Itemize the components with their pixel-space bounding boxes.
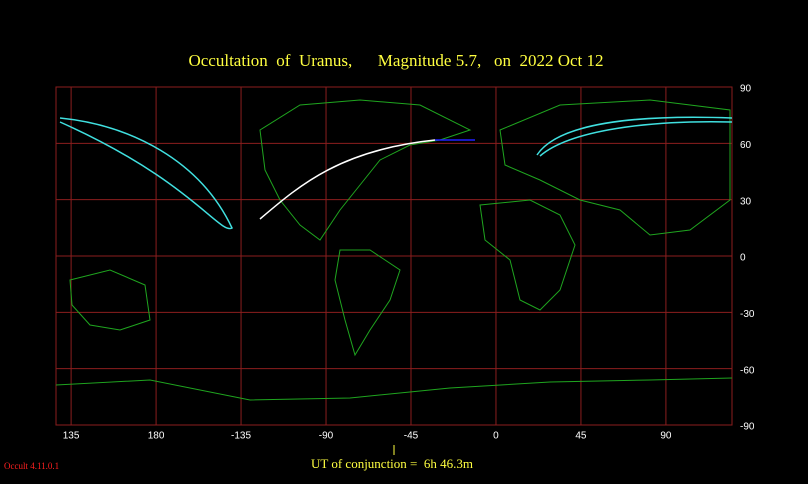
coastlines: [55, 99, 733, 401]
x-tick-label: -45: [404, 431, 419, 442]
x-tick-label: 90: [660, 431, 672, 442]
x-tick-label: 180: [148, 431, 165, 442]
occultation-paths: [59, 116, 733, 230]
y-tick-label: -60: [740, 365, 755, 376]
map-title: Occultation of Uranus, Magnitude 5.7, on…: [188, 51, 603, 70]
x-tick-label: -135: [231, 431, 251, 442]
y-tick-label: 60: [740, 140, 752, 151]
conjunction-time: UT of conjunction = 6h 46.3m: [311, 456, 473, 471]
version: Occult 4.11.0.1: [4, 461, 59, 471]
y-tick-label: 30: [740, 196, 752, 207]
x-tick-label: 0: [493, 431, 499, 442]
map-frame: [55, 86, 733, 426]
x-tick-label: 135: [63, 431, 80, 442]
y-tick-label: -30: [740, 309, 755, 320]
y-tick-label: 0: [740, 253, 746, 264]
y-tick-label: -90: [740, 422, 755, 433]
x-tick-label: -90: [319, 431, 334, 442]
x-tick-label: 45: [575, 431, 587, 442]
y-tick-label: 90: [740, 84, 752, 95]
